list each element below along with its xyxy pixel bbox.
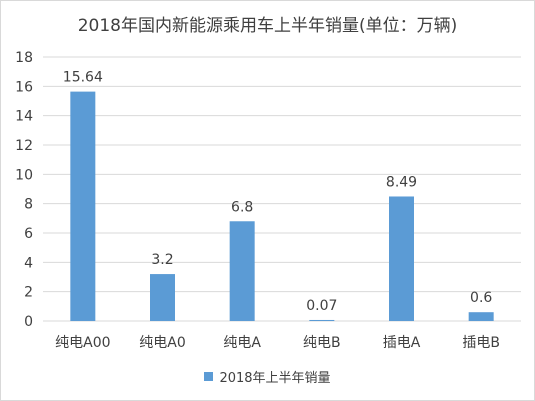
- bar: [229, 221, 255, 321]
- data-label: 0.6: [470, 290, 492, 306]
- bar: [150, 274, 175, 321]
- x-tick-label: 插电B: [462, 335, 500, 351]
- data-label: 15.64: [63, 70, 103, 86]
- bar: [309, 319, 335, 321]
- y-tick-label: 2: [24, 285, 33, 301]
- data-label: 0.07: [306, 298, 337, 314]
- data-label: 3.2: [151, 252, 173, 268]
- x-tick-label: 纯电A0: [139, 335, 185, 351]
- x-tick-label: 纯电A: [223, 335, 261, 351]
- data-label: 6.8: [231, 199, 253, 215]
- data-label: 8.49: [386, 174, 417, 190]
- y-tick-label: 0: [24, 314, 33, 330]
- bar: [468, 312, 494, 321]
- y-tick-label: 8: [24, 197, 33, 213]
- y-tick-label: 12: [15, 138, 33, 154]
- y-tick-label: 16: [15, 79, 33, 95]
- bar: [70, 91, 96, 321]
- y-tick-label: 14: [15, 109, 33, 125]
- y-tick-label: 10: [15, 167, 33, 183]
- x-tick-label: 插电A: [383, 335, 421, 351]
- chart-title: 2018年国内新能源乘用车上半年销量(单位：万辆): [77, 16, 458, 36]
- x-tick-label: 纯电B: [303, 335, 341, 351]
- bar: [389, 196, 414, 321]
- legend-label: 2018年上半年销量: [219, 371, 331, 386]
- y-tick-label: 18: [15, 50, 33, 66]
- y-tick-label: 4: [24, 255, 33, 271]
- legend-swatch: [204, 372, 214, 381]
- y-tick-label: 6: [24, 226, 33, 242]
- x-tick-label: 纯电A00: [55, 335, 110, 351]
- legend: 2018年上半年销量: [1, 367, 534, 386]
